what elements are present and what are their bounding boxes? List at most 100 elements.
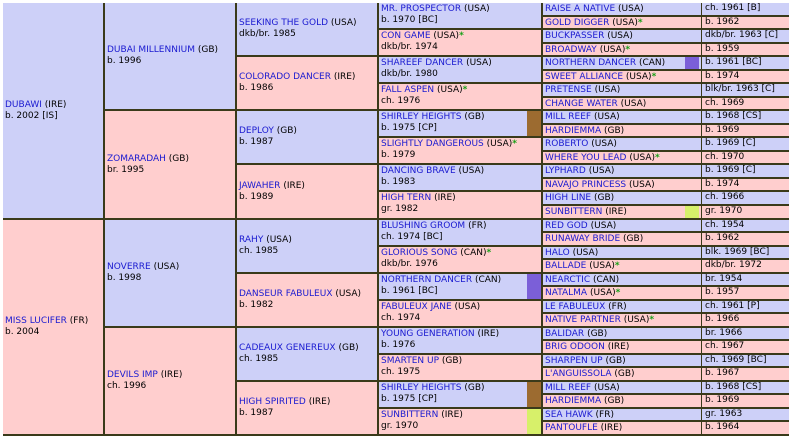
horse-name-link[interactable]: SUNBITTERN — [381, 410, 439, 420]
horse-name-link[interactable]: DEVILS IMP — [107, 370, 158, 380]
horse-name-link[interactable]: COLORADO DANCER — [239, 72, 331, 82]
horse-name-link[interactable]: JAWAHER — [239, 181, 281, 191]
horse-country: (CAN) — [460, 248, 487, 258]
horse-name-link[interactable]: HIGH LINE — [545, 193, 592, 203]
horse-country: (USA) — [594, 85, 621, 95]
horse-name-link[interactable]: WHERE YOU LEAD — [545, 153, 627, 163]
horse-name-link[interactable]: LE FABULEUX — [545, 302, 606, 312]
horse-name-link[interactable]: SUNBITTERN — [545, 207, 603, 217]
colour-swatch — [685, 57, 699, 69]
horse-info: b. 1959 — [701, 44, 739, 55]
horse-name-link[interactable]: BLUSHING GROOM — [381, 221, 466, 231]
colour-swatch — [527, 409, 541, 434]
gen5-horse-cell: LE FABULEUX (FR) ch. 1961 [P] — [543, 301, 789, 312]
horse-name-link[interactable]: DANCING BRAVE — [381, 166, 456, 176]
horse-country: (USA) — [591, 139, 617, 149]
horse-name-link[interactable]: ROBERTO — [545, 139, 589, 149]
colour-swatch — [527, 382, 541, 407]
horse-name-link[interactable]: HIGH TERN — [381, 193, 432, 203]
horse-country: (CAN) — [474, 275, 502, 285]
horse-name-link[interactable]: HARDIEMMA — [545, 126, 602, 136]
horse-name-link[interactable]: CADEAUX GENEREUX — [239, 343, 336, 353]
horse-name-link[interactable]: FABULEUX JANE — [381, 302, 452, 312]
gen4-horse-cell: YOUNG GENERATION (IRE) b. 1976 — [379, 328, 541, 353]
horse-name-link[interactable]: YOUNG GENERATION — [381, 329, 475, 339]
gen4-horse-cell: NORTHERN DANCER (CAN) b. 1961 [BC] — [379, 274, 541, 299]
horse-name-link[interactable]: DEPLOY — [239, 126, 274, 136]
horse-name-link[interactable]: NOVERRE — [107, 262, 151, 272]
star-marker: * — [651, 72, 657, 82]
horse-name-link[interactable]: NATALMA — [545, 288, 588, 298]
horse-country: (IRE) — [477, 329, 500, 339]
horse-name-link[interactable]: BALIDAR — [545, 329, 585, 339]
horse-name-link[interactable]: MILL REEF — [545, 383, 592, 393]
horse-country: (FR) — [468, 221, 487, 231]
horse-country: (FR) — [595, 410, 614, 420]
horse-country: (IRE) — [607, 342, 630, 352]
horse-name-link[interactable]: SWEET ALLIANCE — [545, 72, 624, 82]
horse-name-link[interactable]: HALO — [545, 248, 570, 258]
horse-name-link[interactable]: CON GAME — [381, 31, 431, 41]
horse-name-link[interactable]: NAVAJO PRINCESS — [545, 180, 627, 190]
horse-name-link[interactable]: GLORIOUS SONG — [381, 248, 458, 258]
horse-name-link[interactable]: FALL ASPEN — [381, 85, 435, 95]
horse-info: gr. 1963 — [701, 409, 742, 420]
horse-info: ch. 1974 — [381, 313, 421, 323]
horse-name-link[interactable]: GOLD DIGGER — [545, 18, 610, 28]
horse-name-link[interactable]: RED GOD — [545, 221, 588, 231]
horse-info: b. 1968 [CS] — [701, 382, 761, 393]
horse-name-link[interactable]: CHANGE WATER — [545, 99, 618, 109]
horse-name-link[interactable]: ZOMARADAH — [107, 154, 166, 164]
horse-country: (IRE) — [44, 100, 67, 110]
horse-name-link[interactable]: HIGH SPIRITED — [239, 397, 306, 407]
horse-info: dkb/br. 1976 — [381, 259, 438, 269]
horse-name-link[interactable]: BALLADE — [545, 261, 587, 271]
horse-country: (GB) — [197, 45, 219, 55]
horse-country: (USA) — [629, 180, 655, 190]
horse-info: b. 1969 [C] — [701, 165, 756, 177]
horse-name-link[interactable]: MISS LUCIFER — [5, 316, 67, 326]
page-bottom-edge — [0, 436, 792, 441]
horse-name-link[interactable]: HARDIEMMA — [545, 396, 602, 406]
horse-info: br. 1995 — [107, 165, 145, 175]
horse-name-link[interactable]: SLIGHTLY DANGEROUS — [381, 139, 484, 149]
horse-info: ch. 1961 [P] — [701, 301, 760, 312]
horse-name-link[interactable]: BRIG ODOON — [545, 342, 605, 352]
horse-name-link[interactable]: DUBAI MILLENNIUM — [107, 45, 195, 55]
horse-info: b. 1962 — [701, 17, 739, 28]
horse-name-link[interactable]: SEA HAWK — [545, 410, 593, 420]
horse-name-link[interactable]: NORTHERN DANCER — [545, 58, 637, 68]
horse-name-link[interactable]: SMARTEN UP — [381, 356, 440, 366]
horse-name-link[interactable]: RUNAWAY BRIDE — [545, 234, 621, 244]
horse-info: ch. 1966 — [701, 192, 744, 204]
horse-name-link[interactable]: SEEKING THE GOLD — [239, 18, 329, 28]
horse-name-link[interactable]: BROADWAY — [545, 45, 597, 55]
horse-name-link[interactable]: L'ANGUISSOLA — [545, 369, 612, 379]
horse-name-link[interactable]: SHIRLEY HEIGHTS — [381, 112, 462, 122]
horse-info: b. 1983 — [381, 177, 416, 187]
horse-name-link[interactable]: BUCKPASSER — [545, 31, 605, 41]
horse-info: ch. 1961 [B] — [701, 3, 760, 15]
horse-name-link[interactable]: PRETENSE — [545, 85, 592, 95]
horse-name-link[interactable]: PANTOUFLE — [545, 423, 598, 433]
horse-name-link[interactable]: SHIRLEY HEIGHTS — [381, 383, 462, 393]
colour-swatch — [527, 274, 541, 299]
star-marker: * — [655, 153, 660, 163]
horse-name-link[interactable]: MILL REEF — [545, 112, 592, 122]
horse-country: (IRE) — [600, 423, 623, 433]
horse-name-link[interactable]: NATIVE PARTNER — [545, 315, 621, 325]
horse-name-link[interactable]: LYPHARD — [545, 166, 586, 176]
horse-name-link[interactable]: DUBAWI — [5, 100, 42, 110]
horse-name-link[interactable]: RAISE A NATIVE — [545, 4, 616, 14]
gen5-horse-cell: NATIVE PARTNER (USA)* b. 1966 — [543, 314, 789, 326]
horse-name-link[interactable]: NEARCTIC — [545, 275, 591, 285]
horse-name-link[interactable]: RAHY — [239, 235, 264, 245]
horse-name-link[interactable]: SHARPEN UP — [545, 356, 603, 366]
horse-name-link[interactable]: SHAREEF DANCER — [381, 58, 464, 68]
horse-info: b. 1987 — [239, 408, 274, 418]
horse-name-link[interactable]: MR. PROSPECTOR — [381, 4, 462, 14]
horse-info: b. 1964 — [701, 422, 739, 434]
horse-name-link[interactable]: DANSEUR FABULEUX — [239, 289, 333, 299]
horse-info: b. 1962 — [701, 233, 739, 245]
horse-name-link[interactable]: NORTHERN DANCER — [381, 275, 473, 285]
